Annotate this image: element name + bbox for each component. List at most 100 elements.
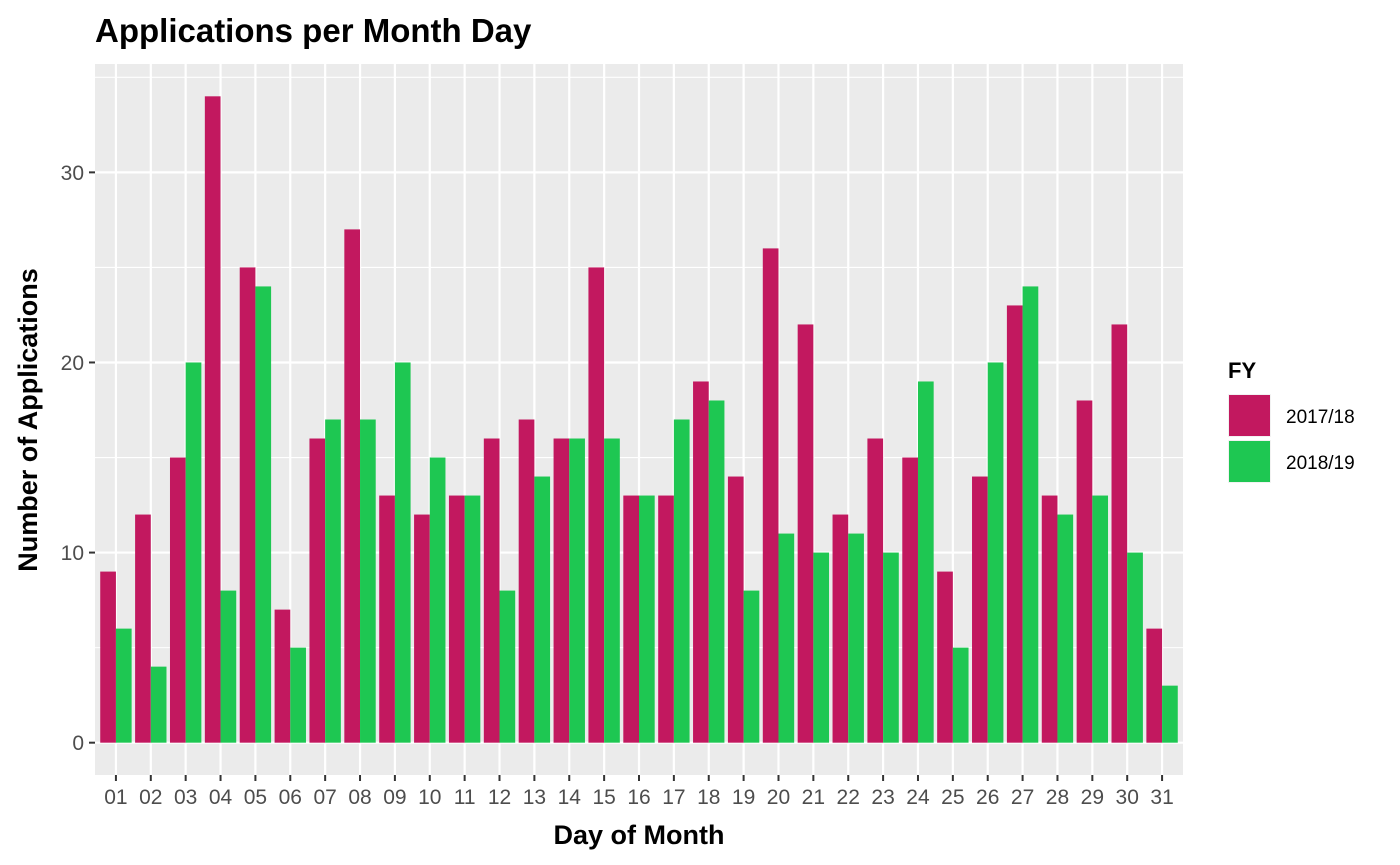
legend-swatch — [1229, 441, 1270, 482]
bar — [360, 419, 376, 743]
bar — [1022, 286, 1039, 743]
bar — [883, 552, 899, 743]
bar — [290, 647, 306, 743]
bar — [743, 590, 760, 743]
x-tick-label: 19 — [732, 786, 755, 809]
bar — [169, 457, 186, 743]
bar — [464, 495, 481, 743]
x-tick-label: 14 — [558, 786, 582, 809]
bar — [952, 647, 969, 743]
bar — [832, 514, 849, 743]
bar — [987, 362, 1004, 743]
bar — [693, 381, 709, 743]
x-tick-label: 02 — [139, 786, 162, 809]
x-tick-label: 29 — [1081, 786, 1104, 809]
legend-label: 2018/19 — [1286, 453, 1355, 474]
bar — [1146, 628, 1163, 743]
x-tick-label: 09 — [383, 786, 406, 809]
bar — [673, 419, 690, 743]
bars — [100, 96, 1178, 743]
bar — [1127, 552, 1143, 743]
bar — [483, 438, 500, 743]
x-tick-label: 01 — [104, 786, 127, 809]
bar — [379, 495, 395, 743]
legend-label: 2017/18 — [1286, 407, 1355, 428]
x-tick-label: 25 — [941, 786, 964, 809]
y-axis-title: Number of Applications — [13, 268, 43, 572]
y-tick-label: 20 — [61, 352, 84, 375]
bar — [429, 457, 446, 743]
bar — [623, 495, 639, 743]
bar — [499, 590, 516, 743]
bar — [604, 438, 620, 743]
x-tick-label: 31 — [1150, 786, 1173, 809]
legend: FY 2017/18 2018/19 — [1228, 358, 1355, 483]
x-tick-label: 11 — [454, 786, 476, 809]
x-tick-label: 20 — [767, 786, 790, 809]
bar — [414, 514, 430, 743]
x-axis: 01 02 03 04 05 06 07 08 09 10 11 12 13 14 15 16 17 18 19 20… — [104, 775, 1174, 809]
bar — [185, 362, 202, 743]
bar — [778, 533, 795, 743]
bar — [902, 457, 918, 743]
bar — [1041, 495, 1058, 743]
bar — [1057, 514, 1074, 743]
bar — [553, 438, 570, 743]
bar — [797, 324, 814, 743]
x-tick-label: 30 — [1116, 786, 1139, 809]
x-tick-label: 07 — [313, 786, 336, 809]
bar — [937, 571, 953, 743]
bar — [1076, 400, 1093, 743]
legend-swatch — [1229, 395, 1270, 436]
y-axis: 0 10 20 30 — [61, 162, 95, 755]
bar — [518, 419, 535, 743]
bar — [1111, 324, 1128, 743]
bar — [762, 248, 779, 743]
bar — [220, 590, 237, 743]
x-tick-label: 04 — [209, 786, 233, 809]
x-tick-label: 21 — [802, 786, 825, 809]
x-tick-label: 12 — [488, 786, 511, 809]
bar — [534, 476, 551, 743]
x-tick-label: 23 — [871, 786, 894, 809]
bar — [727, 476, 744, 743]
bar — [344, 229, 361, 743]
bar — [150, 666, 167, 743]
bar — [448, 495, 465, 743]
x-tick-label: 03 — [174, 786, 197, 809]
chart-title: Applications per Month Day — [95, 12, 532, 49]
bar — [972, 476, 988, 743]
bar — [1092, 495, 1109, 743]
bar — [813, 552, 830, 743]
bar — [204, 96, 221, 743]
bar — [394, 362, 411, 743]
bar — [239, 267, 256, 743]
y-tick-label: 10 — [61, 542, 84, 565]
x-tick-label: 08 — [348, 786, 371, 809]
x-tick-label: 15 — [592, 786, 615, 809]
bar — [848, 533, 864, 743]
x-tick-label: 18 — [697, 786, 720, 809]
bar — [115, 628, 132, 743]
bar — [325, 419, 341, 743]
legend-title: FY — [1228, 358, 1256, 383]
bar — [135, 514, 151, 743]
x-tick-label: 24 — [906, 786, 930, 809]
bar — [588, 267, 605, 743]
x-tick-label: 16 — [627, 786, 650, 809]
x-tick-label: 06 — [279, 786, 302, 809]
bar — [274, 609, 291, 743]
x-tick-label: 22 — [837, 786, 860, 809]
x-tick-label: 05 — [244, 786, 267, 809]
bar — [658, 495, 674, 743]
bar — [1162, 685, 1178, 743]
x-tick-label: 10 — [418, 786, 441, 809]
y-tick-label: 30 — [61, 162, 84, 185]
bar — [100, 571, 116, 743]
bar — [917, 381, 934, 743]
bar — [1006, 305, 1023, 743]
x-tick-label: 26 — [976, 786, 999, 809]
x-tick-label: 13 — [523, 786, 546, 809]
x-axis-title: Day of Month — [554, 820, 725, 850]
